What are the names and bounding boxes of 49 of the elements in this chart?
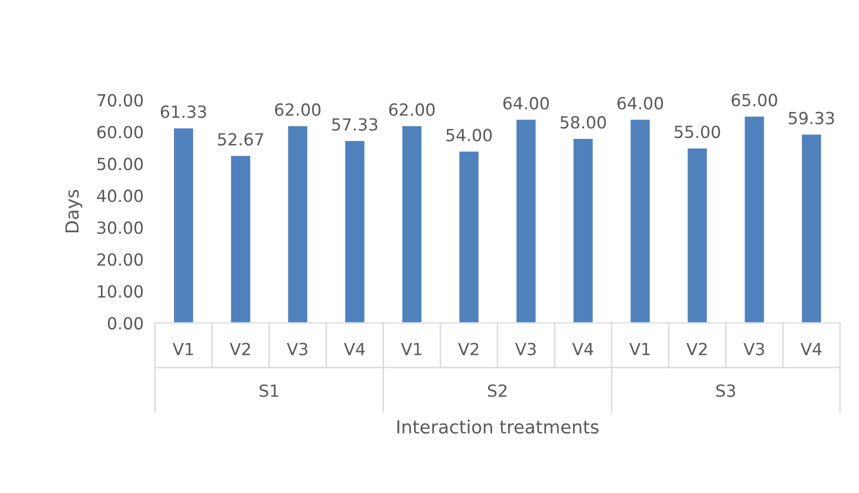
x-axis-title: Interaction treatments [397, 420, 598, 434]
y-tick-label: 0.00 [108, 316, 143, 330]
x-tick-label: V1 [172, 342, 194, 356]
x-tick-label: V3 [744, 342, 764, 356]
data-label: 54.00 [446, 128, 492, 142]
bar [230, 154, 252, 323]
data-label: 58.00 [560, 116, 606, 129]
y-tick-label: 20.00 [97, 253, 143, 266]
data-label: 64.00 [503, 96, 549, 110]
x-tick-label: V4 [344, 342, 365, 356]
data-label: 59.33 [788, 112, 834, 124]
text: S1 [260, 384, 278, 397]
data-label: 62.00 [275, 103, 320, 116]
text: S2 [488, 384, 506, 397]
bar [515, 118, 538, 323]
x-tick-label: V3 [286, 342, 308, 356]
y-tick-label: 40.00 [96, 190, 143, 202]
bar [800, 133, 822, 323]
bar [572, 138, 594, 323]
x-tick-label: V4 [572, 342, 594, 356]
data-label: 65.00 [732, 94, 778, 106]
bar [686, 147, 708, 323]
y-tick-label: 30.00 [97, 221, 143, 234]
y-tick-label: 60.00 [97, 126, 143, 138]
x-tick-label: V1 [629, 342, 650, 356]
x-tick-label: V3 [515, 342, 536, 356]
x-tick-label: V2 [686, 342, 707, 356]
data-label: 57.33 [332, 118, 378, 131]
x-tick-label: V1 [401, 342, 422, 356]
x-tick-label: V4 [800, 342, 822, 356]
x-tick-label: V2 [230, 342, 250, 356]
x-tick-label: V2 [458, 342, 478, 356]
bar [172, 126, 195, 323]
data-label: 62.00 [389, 103, 435, 116]
bar [400, 124, 423, 323]
bar [458, 150, 480, 323]
data-label: 61.33 [160, 105, 206, 118]
data-label: 55.00 [674, 126, 720, 138]
y-tick-label: 50.00 [97, 158, 143, 170]
y-tick-label: 10.00 [98, 285, 143, 298]
bar [286, 124, 309, 323]
data-label: 64.00 [618, 96, 663, 110]
y-axis-title: Days [65, 190, 82, 232]
data-label: 52.67 [218, 133, 264, 146]
bar [629, 118, 652, 323]
bar [743, 115, 766, 323]
bar [344, 140, 366, 323]
text: S3 [716, 384, 736, 397]
y-tick-label: 70.00 [98, 94, 143, 107]
